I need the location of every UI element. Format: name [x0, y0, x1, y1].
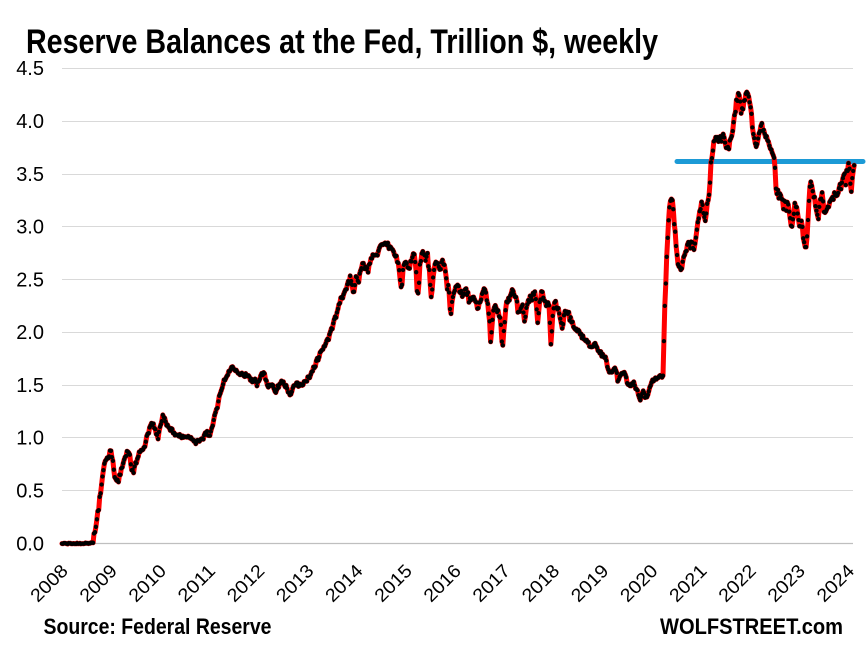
- svg-text:2.0: 2.0: [16, 322, 44, 344]
- svg-text:0.5: 0.5: [16, 481, 44, 503]
- svg-text:4.0: 4.0: [16, 111, 44, 133]
- svg-text:WOLFSTREET.com: WOLFSTREET.com: [660, 614, 843, 639]
- svg-text:3.5: 3.5: [16, 164, 44, 186]
- svg-text:1.5: 1.5: [16, 375, 44, 397]
- svg-text:Source: Federal Reserve: Source: Federal Reserve: [44, 614, 272, 639]
- svg-text:1.0: 1.0: [16, 428, 44, 450]
- svg-text:4.5: 4.5: [16, 58, 44, 80]
- svg-text:0.0: 0.0: [16, 533, 44, 555]
- svg-text:3.0: 3.0: [16, 217, 44, 239]
- svg-text:Reserve Balances at the Fed, T: Reserve Balances at the Fed, Trillion $,…: [26, 23, 658, 61]
- svg-text:2.5: 2.5: [16, 269, 44, 291]
